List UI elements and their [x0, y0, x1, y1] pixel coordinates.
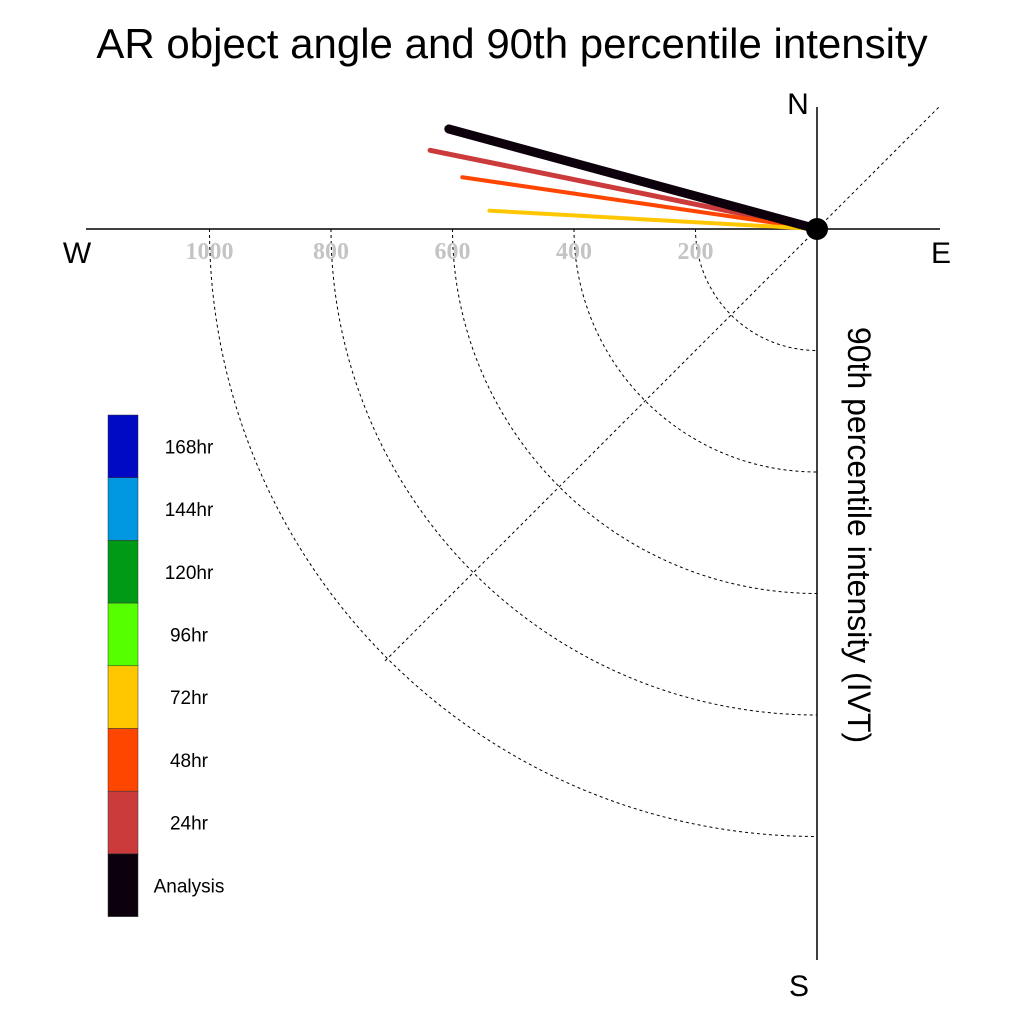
legend-swatch [107, 665, 139, 729]
vector-analysis [444, 124, 822, 234]
grid-arc [209, 228, 818, 837]
legend-label: 168hr [165, 437, 214, 458]
legend-label: 96hr [170, 625, 209, 646]
radial-tick-label: 1000 [186, 239, 234, 265]
vector-48hr [460, 175, 819, 231]
radial-axis-label: 90th percentile intensity (IVT) [841, 327, 877, 743]
legend-swatch [107, 853, 139, 917]
radial-tick-label: 600 [435, 239, 471, 265]
grid-arc [330, 228, 818, 716]
vector-72hr [487, 208, 819, 231]
east-label: E [931, 237, 951, 270]
legend-label: 120hr [165, 563, 214, 584]
legend-swatch [107, 477, 139, 541]
west-label: W [63, 237, 92, 270]
radial-ticks: 1000 800 600 400 200 [186, 239, 714, 265]
legend-swatch [107, 414, 139, 478]
radial-tick-label: 400 [556, 239, 592, 265]
legend-swatch [107, 790, 139, 855]
north-label: N [787, 88, 809, 121]
legend-label: Analysis [154, 876, 225, 897]
polar-grid [209, 105, 941, 837]
grid-arc [695, 228, 818, 351]
south-label: S [789, 970, 809, 1003]
legend-swatch [107, 728, 139, 792]
legend-label: 144hr [165, 500, 214, 521]
vectors [427, 124, 822, 234]
legend-swatch [107, 602, 139, 667]
diagonal-grid-line [384, 105, 941, 662]
grid-arc [452, 228, 818, 594]
radial-tick-label: 800 [313, 239, 349, 265]
radial-tick-label: 200 [678, 239, 714, 265]
legend: 168hr 144hr 120hr 96hr 72hr 48hr 24hr Analysis [107, 414, 225, 917]
legend-label: 48hr [170, 751, 209, 772]
legend-label: 24hr [170, 814, 209, 835]
origin-marker [806, 218, 828, 240]
grid-arc [573, 228, 818, 473]
chart-title: AR object angle and 90th percentile inte… [96, 20, 927, 67]
legend-label: 72hr [170, 688, 209, 709]
legend-swatch [107, 540, 139, 604]
